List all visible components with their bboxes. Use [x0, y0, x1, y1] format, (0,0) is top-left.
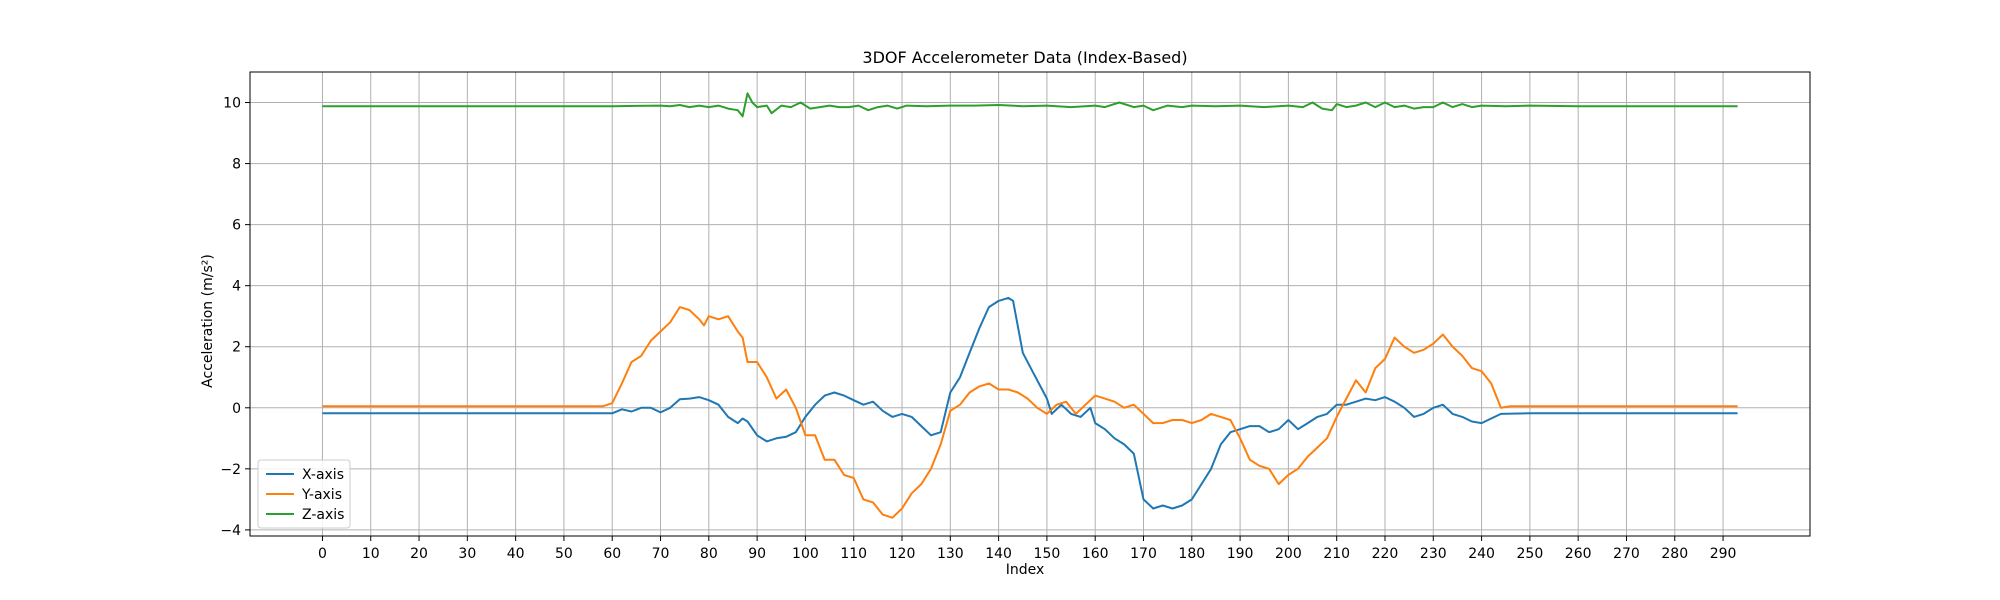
x-tick-label: 210 [1323, 546, 1350, 562]
x-tick-label: 290 [1710, 546, 1737, 562]
x-tick-label: 260 [1565, 546, 1592, 562]
y-tick-label: 2 [232, 340, 241, 356]
x-tick-label: 0 [318, 546, 327, 562]
legend-box [257, 459, 351, 529]
y-tick-label: 0 [232, 401, 241, 417]
y-tick-label: 10 [223, 96, 241, 112]
y-axis-ticks: −4 −2 0 2 4 6 8 10 [220, 96, 250, 539]
y-tick-label: 4 [232, 279, 241, 295]
x-tick-label: 80 [700, 546, 718, 562]
x-tick-label: 170 [1130, 546, 1157, 562]
x-tick-label: 90 [748, 546, 766, 562]
x-tick-label: 70 [652, 546, 670, 562]
x-tick-label: 190 [1227, 546, 1254, 562]
legend-entry: X-axis [302, 467, 344, 483]
x-tick-label: 180 [1178, 546, 1205, 562]
y-tick-label: −4 [220, 523, 241, 539]
grid [250, 72, 1810, 536]
y-tick-label: −2 [220, 462, 241, 478]
x-tick-label: 120 [889, 546, 916, 562]
x-tick-label: 50 [555, 546, 573, 562]
x-tick-label: 250 [1517, 546, 1544, 562]
x-tick-label: 100 [792, 546, 819, 562]
x-tick-label: 60 [603, 546, 621, 562]
x-tick-label: 30 [458, 546, 476, 562]
x-tick-label: 110 [840, 546, 867, 562]
legend: X-axis Y-axis Z-axis [257, 459, 351, 529]
x-tick-label: 130 [937, 546, 964, 562]
x-tick-label: 280 [1661, 546, 1688, 562]
x-tick-label: 40 [507, 546, 525, 562]
x-tick-label: 20 [410, 546, 428, 562]
series-line-y-axis [322, 306, 1738, 519]
series-line-z-axis [322, 92, 1738, 118]
series-line-x-axis [322, 296, 1738, 510]
legend-entry: Y-axis [301, 487, 342, 503]
x-tick-label: 150 [1034, 546, 1061, 562]
x-tick-label: 10 [362, 546, 380, 562]
x-axis-ticks: 0 10 20 30 40 50 60 70 80 90 100 110 120 130 140 150 160… [318, 536, 1736, 562]
y-axis-label: Acceleration (m/s²) [200, 254, 216, 388]
x-tick-label: 230 [1420, 546, 1447, 562]
x-tick-label: 160 [1082, 546, 1109, 562]
y-tick-label: 6 [232, 218, 241, 234]
x-tick-label: 140 [985, 546, 1012, 562]
chart-title: 3DOF Accelerometer Data (Index-Based) [862, 48, 1187, 67]
y-tick-label: 8 [232, 157, 241, 173]
x-tick-label: 240 [1468, 546, 1495, 562]
series-lines [322, 92, 1738, 519]
x-tick-label: 270 [1613, 546, 1640, 562]
x-tick-label: 220 [1372, 546, 1399, 562]
plot-frame [249, 71, 1811, 537]
legend-entry: Z-axis [302, 507, 344, 523]
x-tick-label: 200 [1275, 546, 1302, 562]
x-axis-label: Index [1006, 562, 1045, 578]
